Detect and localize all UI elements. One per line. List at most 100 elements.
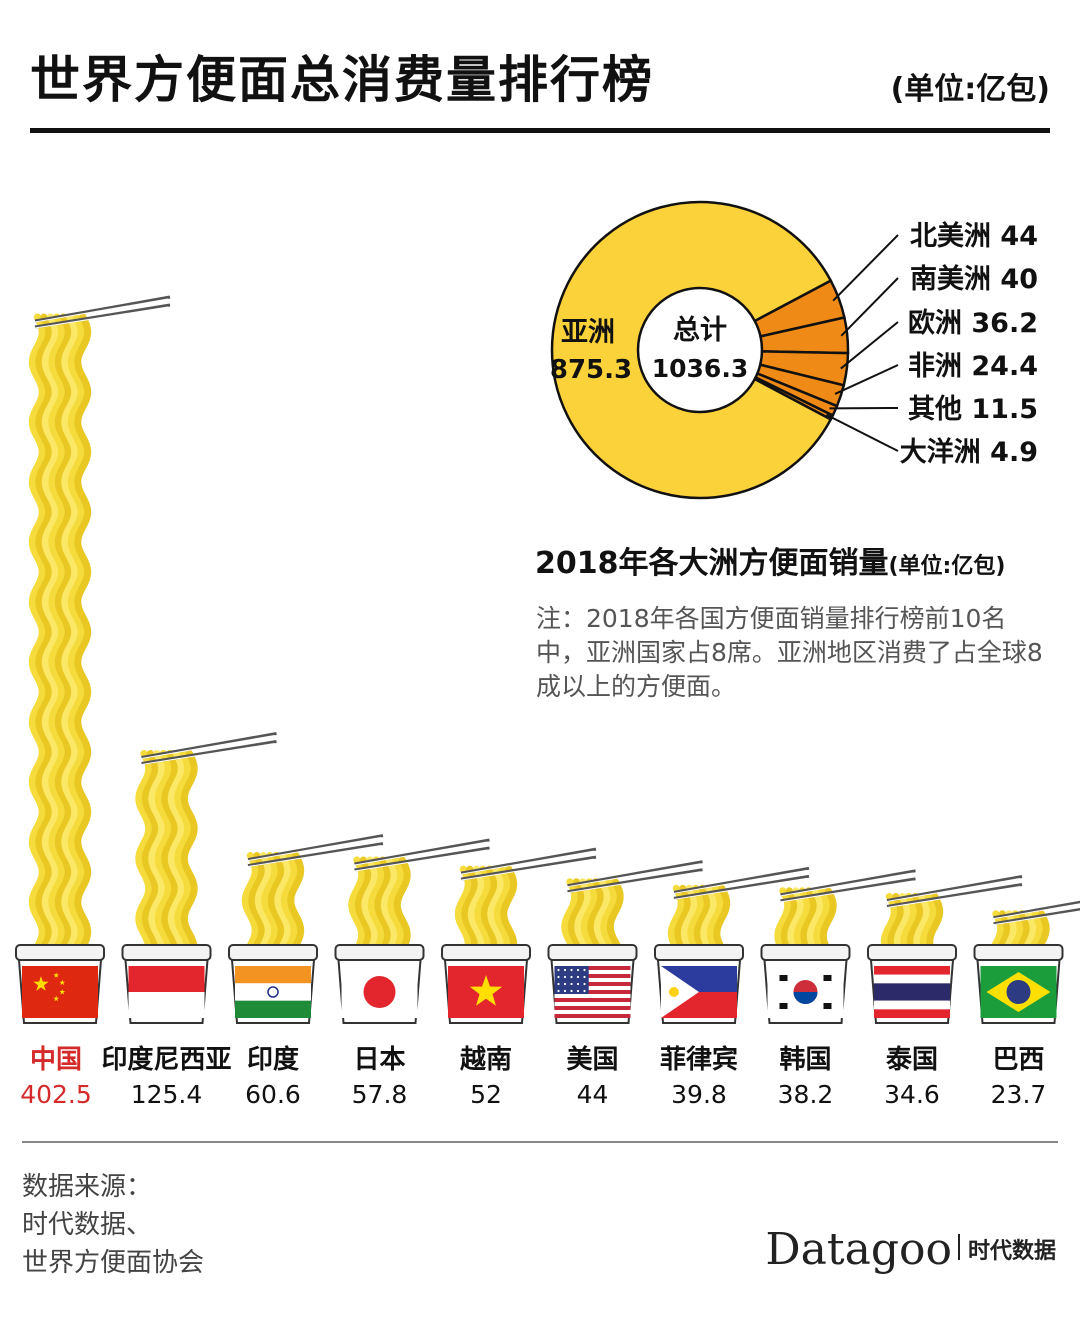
country-label: 印度: [247, 1044, 299, 1075]
japan-flag: [341, 966, 418, 1018]
noodle-strand: [274, 852, 292, 951]
noodle-cup-bar: 泰国 34.6: [867, 875, 1023, 1109]
donut-caption-unit: (单位:亿包): [888, 554, 1006, 579]
noodle-strand: [926, 893, 944, 952]
india-flag: [235, 966, 311, 1018]
brand-cn-name: 时代数据: [967, 1239, 1056, 1264]
chopstick-2-highlight: [993, 910, 1080, 926]
chopstick-2-highlight: [886, 886, 1021, 908]
noodle-cup-bar: 美国 44: [547, 860, 703, 1109]
total-value: 1036.3: [652, 354, 748, 383]
chopstick-2: [354, 846, 490, 872]
unit-label: (单位:亿包): [890, 72, 1050, 107]
chopstick-2-highlight: [34, 306, 169, 329]
value-label: 34.6: [884, 1080, 940, 1109]
continent-label: 欧洲 36.2: [908, 308, 1038, 339]
noodle-strand: [587, 878, 605, 954]
asia-value: 875.3: [550, 355, 632, 385]
donut-caption: 2018年各大洲方便面销量(单位:亿包): [535, 538, 1005, 582]
chopstick-1: [993, 900, 1080, 920]
noodle-strand: [54, 313, 72, 953]
value-label: 60.6: [245, 1080, 301, 1109]
noodle-strand: [906, 893, 924, 952]
noodle-strand: [454, 865, 472, 953]
donut-slice: [550, 200, 833, 500]
noodle-strand: [348, 856, 366, 952]
noodle-strand: [74, 313, 92, 953]
usa-flag: [554, 966, 631, 1018]
noodle-strand: [693, 884, 711, 952]
chopstick-2: [34, 303, 171, 329]
noodle-cup-bar: 日本 57.8: [334, 838, 490, 1109]
chopstick-2: [460, 855, 597, 881]
value-label: 57.8: [352, 1080, 408, 1109]
chopstick-2: [673, 874, 810, 900]
brand-logo: Datagoo 时代数据: [765, 1224, 1056, 1275]
noodle-strand: [248, 852, 266, 951]
chopstick-2: [886, 883, 1023, 908]
value-label: 23.7: [991, 1080, 1047, 1109]
chopstick-1: [34, 295, 171, 323]
noodle-strand: [706, 884, 724, 952]
noodle-strand: [287, 852, 305, 951]
noodle-strand: [461, 865, 479, 953]
noodle-strand: [687, 884, 705, 952]
noodle-strand: [800, 887, 818, 955]
country-label: 越南: [460, 1045, 512, 1075]
noodle-strand: [154, 750, 172, 953]
south-korea-flag: [767, 966, 844, 1018]
country-label: 美国: [566, 1044, 618, 1075]
noodle-strand: [913, 893, 931, 952]
cup-rim: [441, 944, 531, 961]
chopstick-2: [141, 739, 277, 765]
cup-rim: [15, 944, 105, 961]
noodle-strand: [261, 852, 279, 951]
value-label: 125.4: [131, 1080, 203, 1109]
cup-rim: [121, 944, 212, 961]
noodle-strand: [28, 313, 46, 953]
noodle-strand: [574, 878, 592, 954]
cup-rim: [760, 944, 851, 961]
cup-rim: [973, 944, 1064, 961]
footer-divider: [22, 1141, 1058, 1143]
noodle-strand: [387, 856, 405, 952]
cup-rim: [654, 944, 744, 961]
value-label: 44: [577, 1080, 609, 1109]
noodle-strand: [48, 313, 66, 953]
value-label: 38.2: [778, 1080, 834, 1109]
noodle-strand: [41, 313, 59, 953]
noodle-cup-bar: 印度 60.6: [228, 834, 384, 1109]
noodle-cup-bar: 越南 52: [441, 847, 597, 1109]
noodle-strand: [280, 852, 298, 951]
noodle-strand: [580, 878, 598, 954]
chopstick-2: [993, 908, 1080, 926]
noodle-strand: [167, 750, 185, 953]
chopstick-1-highlight: [141, 734, 275, 759]
continent-label: 北美洲 44: [910, 220, 1038, 252]
source-line: 数据来源：: [22, 1172, 153, 1202]
noodle-strand: [480, 865, 498, 953]
chopstick-2-highlight: [673, 877, 808, 900]
philippines-flag: [661, 966, 737, 1018]
leader-line: [825, 413, 899, 452]
noodle-strand: [61, 313, 79, 953]
chopstick-2-highlight: [780, 880, 914, 903]
country-label: 韩国: [779, 1045, 831, 1075]
continent-label: 其他 11.5: [908, 394, 1038, 425]
country-label: 印度尼西亚: [101, 1044, 231, 1075]
country-label: 巴西: [992, 1045, 1044, 1075]
data-source: 数据来源： 时代数据、 世界方便面协会: [22, 1168, 204, 1282]
noodle-strand: [380, 856, 398, 952]
cup-rim: [867, 944, 957, 961]
noodle-strand: [674, 884, 692, 952]
noodle-strand: [67, 313, 85, 953]
chopstick-1-highlight: [354, 841, 488, 866]
chopstick-1: [673, 866, 810, 894]
noodle-strand: [493, 865, 511, 953]
continent-label: 大洋洲 4.9: [900, 436, 1038, 468]
chopstick-2-highlight: [141, 742, 275, 765]
noodle-strand: [561, 878, 579, 954]
source-line: 世界方便面协会: [22, 1248, 205, 1278]
chopstick-2: [780, 877, 916, 903]
country-label: 中国: [30, 1045, 82, 1075]
